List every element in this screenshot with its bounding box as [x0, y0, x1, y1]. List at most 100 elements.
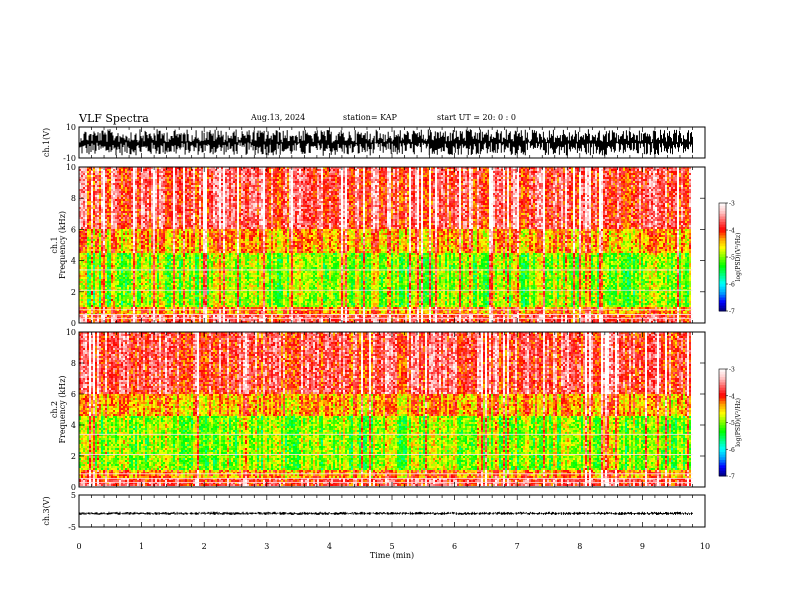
heatmap-cell — [649, 175, 651, 177]
heatmap-cell — [311, 183, 313, 185]
heatmap-cell — [227, 169, 229, 171]
heatmap-cell — [157, 189, 159, 191]
heatmap-cell — [269, 171, 271, 173]
heatmap-cell — [655, 169, 657, 171]
heatmap-cell — [179, 175, 181, 177]
heatmap-cell — [381, 187, 383, 189]
heatmap-cell — [195, 187, 197, 189]
heatmap-cell — [231, 171, 233, 173]
heatmap-cell — [241, 187, 243, 189]
heatmap-cell — [107, 173, 109, 175]
heatmap-cell — [639, 175, 641, 177]
heatmap-cell — [155, 173, 157, 175]
heatmap-cell — [591, 187, 593, 189]
heatmap-cell — [255, 183, 257, 185]
heatmap-cell — [403, 175, 405, 177]
heatmap-cell — [185, 175, 187, 177]
heatmap-cell — [437, 175, 439, 177]
heatmap-cell — [129, 175, 131, 177]
heatmap-cell — [581, 189, 583, 191]
heatmap-cell — [525, 179, 527, 181]
heatmap-cell — [189, 181, 191, 183]
heatmap-cell — [567, 179, 569, 181]
heatmap-cell — [649, 177, 651, 179]
heatmap-cell — [297, 183, 299, 185]
heatmap-cell — [555, 175, 557, 177]
heatmap-cell — [541, 177, 543, 179]
heatmap-cell — [479, 177, 481, 179]
heatmap-cell — [213, 179, 215, 181]
heatmap-cell — [159, 177, 161, 179]
heatmap-cell — [303, 183, 305, 185]
heatmap-cell — [607, 175, 609, 177]
heatmap-cell — [367, 177, 369, 179]
heatmap-cell — [615, 171, 617, 173]
heatmap-cell — [305, 187, 307, 189]
heatmap-cell — [357, 189, 359, 191]
heatmap-cell — [461, 169, 463, 171]
heatmap-cell — [573, 181, 575, 183]
heatmap-cell — [291, 175, 293, 177]
heatmap-cell — [387, 169, 389, 171]
heatmap-cell — [207, 181, 209, 183]
heatmap-cell — [157, 191, 159, 193]
heatmap-cell — [159, 181, 161, 183]
heatmap-cell — [535, 175, 537, 177]
heatmap-cell — [615, 189, 617, 191]
heatmap-cell — [557, 179, 559, 181]
heatmap-cell — [667, 177, 669, 179]
heatmap-cell — [377, 189, 379, 191]
heatmap-cell — [315, 171, 317, 173]
heatmap-cell — [279, 183, 281, 185]
heatmap-cell — [481, 187, 483, 189]
heatmap-cell — [309, 173, 311, 175]
heatmap-cell — [217, 177, 219, 179]
heatmap-cell — [81, 185, 83, 187]
heatmap-cell — [401, 189, 403, 191]
heatmap-cell — [477, 169, 479, 171]
heatmap-cell — [319, 169, 321, 171]
heatmap-cell — [363, 187, 365, 189]
heatmap-cell — [401, 171, 403, 173]
heatmap-cell — [83, 175, 85, 177]
heatmap-cell — [419, 185, 421, 187]
heatmap-cell — [177, 179, 179, 181]
heatmap-cell — [113, 177, 115, 179]
heatmap-cell — [633, 173, 635, 175]
heatmap-cell — [429, 179, 431, 181]
heatmap-cell — [243, 169, 245, 171]
heatmap-cell — [605, 177, 607, 179]
heatmap-cell — [371, 179, 373, 181]
heatmap-cell — [601, 189, 603, 191]
heatmap-cell — [247, 179, 249, 181]
heatmap-cell — [569, 169, 571, 171]
heatmap-cell — [457, 189, 459, 191]
heatmap-cell — [163, 171, 165, 173]
heatmap-cell — [145, 187, 147, 189]
heatmap-cell — [239, 175, 241, 177]
heatmap-cell — [267, 179, 269, 181]
heatmap-cell — [675, 171, 677, 173]
heatmap-cell — [557, 183, 559, 185]
heatmap-cell — [311, 171, 313, 173]
heatmap-cell — [187, 175, 189, 177]
heatmap-cell — [473, 183, 475, 185]
heatmap-cell — [253, 187, 255, 189]
heatmap-cell — [137, 189, 139, 191]
heatmap-cell — [687, 185, 689, 187]
heatmap-cell — [241, 179, 243, 181]
heatmap-cell — [539, 187, 541, 189]
heatmap-cell — [537, 175, 539, 177]
heatmap-cell — [351, 177, 353, 179]
heatmap-cell — [159, 179, 161, 181]
heatmap-cell — [287, 177, 289, 179]
heatmap-cell — [437, 179, 439, 181]
heatmap-cell — [523, 177, 525, 179]
heatmap-cell — [99, 173, 101, 175]
heatmap-cell — [603, 187, 605, 189]
heatmap-cell — [411, 183, 413, 185]
heatmap-cell — [465, 171, 467, 173]
heatmap-cell — [313, 173, 315, 175]
heatmap-cell — [113, 189, 115, 191]
heatmap-cell — [331, 177, 333, 179]
